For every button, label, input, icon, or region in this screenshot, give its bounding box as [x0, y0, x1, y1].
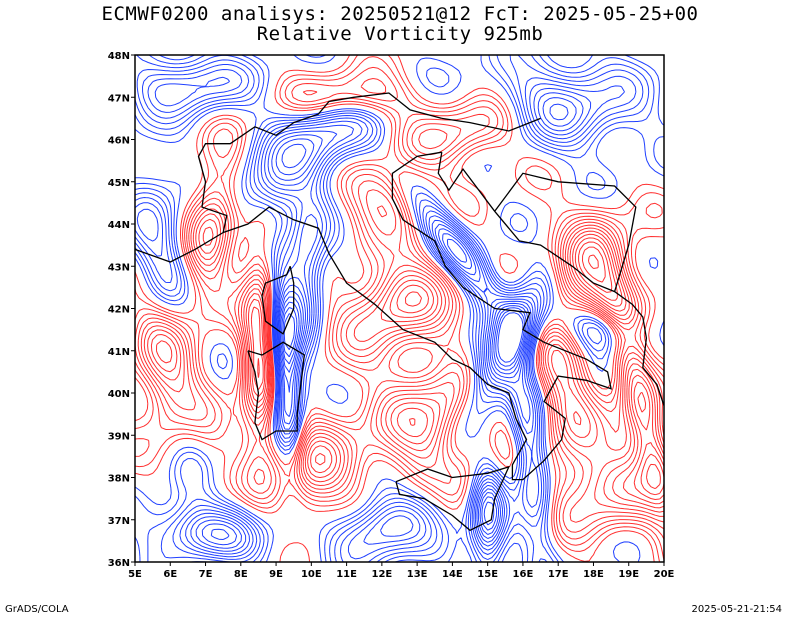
x-axis: 5E 6E 7E 8E 9E 10E 11E 12E 13E 14E 15E 16E 17E 18E 19E…: [128, 562, 675, 580]
x-tick-label: 8E: [234, 569, 248, 580]
coastline: [395, 465, 510, 532]
coastline: [261, 266, 295, 335]
negative-vorticity-contour: [282, 307, 525, 367]
map-subtitle: Relative Vorticity 925mb: [256, 23, 544, 45]
x-tick-label: 17E: [548, 569, 569, 580]
negative-vorticity-contour: [135, 55, 664, 562]
y-tick-label: 44N: [108, 220, 130, 231]
negative-vorticity-contour: [190, 92, 584, 552]
negative-vorticity-contour: [135, 55, 650, 562]
x-tick-label: 5E: [128, 569, 142, 580]
y-tick-label: 40N: [108, 389, 130, 400]
y-axis: 36N 37N 38N 39N 40N 41N 42N 43N 44N 45N 46N 47N 48N: [108, 51, 135, 569]
coastline: [222, 151, 612, 481]
positive-vorticity-contour: [588, 254, 599, 269]
negative-vorticity-contour: [283, 312, 524, 363]
y-tick-label: 48N: [108, 51, 130, 62]
coastline: [135, 92, 442, 263]
x-tick-label: 16E: [513, 569, 534, 580]
y-tick-label: 46N: [108, 136, 130, 147]
y-tick-label: 43N: [108, 262, 130, 273]
x-tick-label: 9E: [269, 569, 283, 580]
coastline: [441, 117, 541, 132]
x-tick-label: 11E: [336, 569, 357, 580]
positive-vorticity-contour: [257, 241, 664, 496]
y-tick-label: 47N: [108, 93, 130, 104]
coastline: [494, 172, 637, 292]
positive-vorticity-contour: [150, 218, 664, 509]
y-tick-label: 36N: [108, 558, 130, 569]
y-tick-label: 37N: [108, 516, 130, 527]
x-tick-label: 10E: [301, 569, 322, 580]
positive-vorticity-contour: [156, 226, 664, 505]
map-title: ECMWF0200 analisys: 20250521@12 FcT: 202…: [101, 3, 699, 25]
x-tick-label: 18E: [583, 569, 604, 580]
positive-vorticity-contour: [250, 237, 664, 500]
negative-vorticity-contour: [135, 55, 644, 562]
timestamp-label: 2025-05-21-21:54: [691, 604, 782, 615]
coastlines: [135, 92, 664, 532]
x-tick-label: 6E: [163, 569, 177, 580]
x-tick-label: 7E: [199, 569, 213, 580]
positive-vorticity-contour: [135, 66, 664, 540]
y-tick-label: 42N: [108, 305, 130, 316]
positive-vorticity-contour: [135, 55, 664, 562]
negative-vorticity-contour: [135, 55, 664, 562]
coastline: [437, 152, 664, 406]
y-tick-label: 41N: [108, 347, 130, 358]
positive-vorticity-contour: [143, 128, 664, 517]
negative-vorticity-contour: [136, 76, 592, 555]
negative-vorticity-contour: [195, 97, 577, 549]
negative-vorticity-contour: [201, 103, 569, 546]
x-tick-label: 20E: [654, 569, 675, 580]
x-tick-label: 13E: [407, 569, 428, 580]
coastline: [247, 341, 305, 441]
negative-vorticity-contour: [210, 143, 529, 540]
x-tick-label: 15E: [477, 569, 498, 580]
x-tick-label: 12E: [371, 569, 392, 580]
positive-vorticity-contour: [137, 78, 664, 533]
negative-vorticity-contour: [135, 69, 625, 560]
x-tick-label: 19E: [618, 569, 639, 580]
y-tick-label: 45N: [108, 178, 130, 189]
positive-vorticity-contour: [582, 246, 661, 489]
credit-label: GrADS/COLA: [5, 604, 69, 615]
y-tick-label: 38N: [108, 474, 130, 485]
x-tick-label: 14E: [442, 569, 463, 580]
y-tick-label: 39N: [108, 431, 130, 442]
